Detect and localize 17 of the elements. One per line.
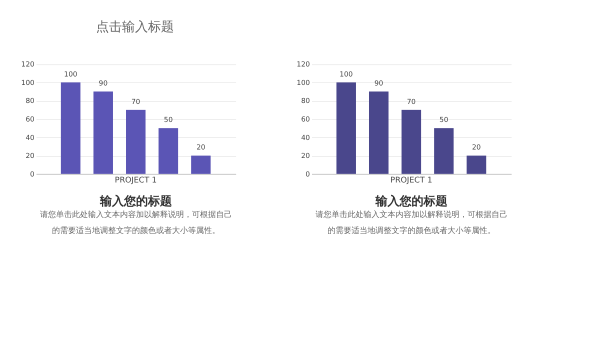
bar (402, 110, 422, 174)
x-tick-label: PROJECT 1 (114, 175, 157, 184)
text: 点击输入标题 (96, 20, 174, 36)
text: 请您单击此处输入文本内容加以解释说明，可根据自己的需要适当地调整文字的颜色或者大小等属性。 (40, 210, 232, 235)
bar (368, 92, 389, 174)
bar (191, 156, 211, 174)
x-tick-label: PROJECT 1 (390, 175, 432, 184)
bar (434, 128, 454, 174)
bar (93, 92, 113, 174)
bar (336, 82, 356, 174)
text: 输入您的标题 (374, 194, 448, 208)
bar (126, 110, 146, 174)
bar (466, 156, 486, 174)
text: 请您单击此处输入文本内容加以解释说明，可根据自己的需要适当地调整文字的颜色或者大小等属性。 (315, 210, 508, 235)
bar (60, 82, 80, 174)
text: 输入您的标题 (98, 194, 172, 208)
bar (158, 128, 178, 174)
